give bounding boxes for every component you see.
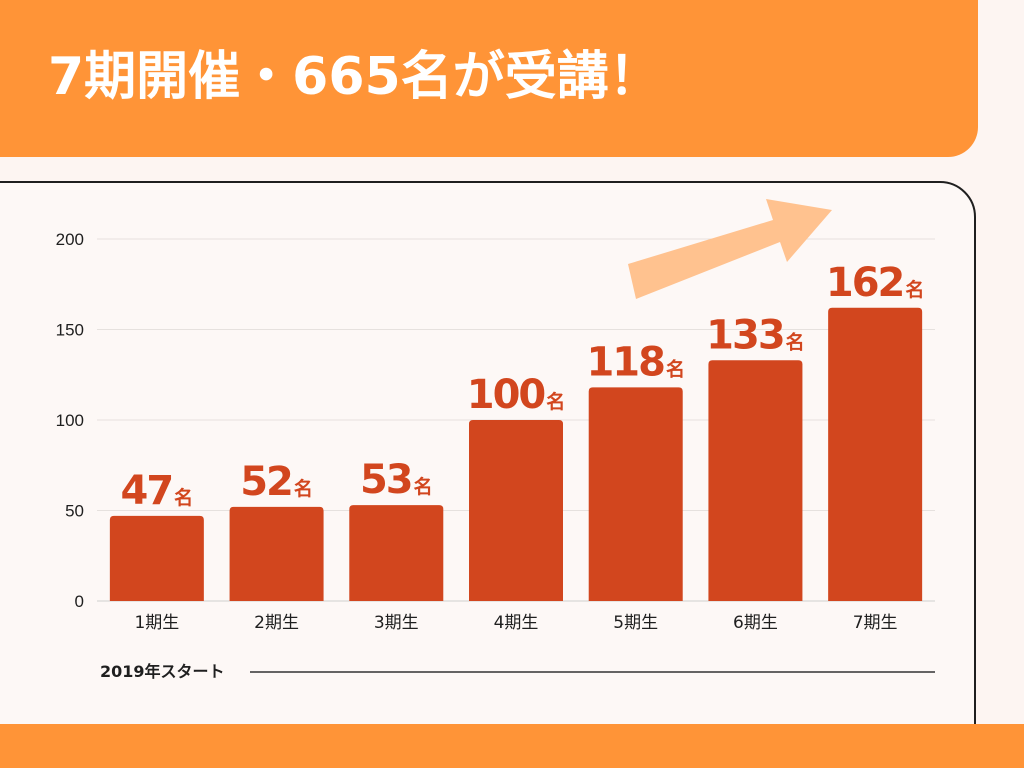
value-labels: 47 名 52 名 53 名 100 名 118 名 133 名 162 名 <box>121 260 925 514</box>
bar <box>229 506 324 601</box>
x-tick-label: 2期生 <box>254 613 299 633</box>
x-tick-label: 1期生 <box>134 613 179 633</box>
data-label: 118 名 <box>586 339 685 385</box>
header-banner: 7期開催・665名が受講！ <box>0 0 978 157</box>
trend-arrow-icon <box>628 199 832 299</box>
data-label: 52 名 <box>240 459 313 505</box>
bar <box>588 387 683 601</box>
bar <box>349 505 444 601</box>
x-tick-label: 4期生 <box>494 613 539 633</box>
bar <box>708 360 803 601</box>
page-title: 7期開催・665名が受講！ <box>48 47 661 107</box>
data-label: 162 名 <box>826 260 925 306</box>
x-tick-label: 6期生 <box>733 613 778 633</box>
y-tick-label: 150 <box>56 321 84 340</box>
y-tick-label: 200 <box>56 230 84 249</box>
data-label: 47 名 <box>121 468 194 514</box>
y-axis-ticks: 0 50 100 150 200 <box>56 230 84 611</box>
x-tick-label: 3期生 <box>374 613 419 633</box>
bars <box>109 307 923 601</box>
data-label: 133 名 <box>706 312 805 358</box>
data-label: 100 名 <box>467 372 566 418</box>
y-tick-label: 100 <box>56 411 84 430</box>
x-tick-label: 7期生 <box>853 613 898 633</box>
x-tick-label: 5期生 <box>613 613 658 633</box>
start-note: 2019年スタート <box>100 662 225 681</box>
bar <box>109 515 204 601</box>
bar <box>469 420 563 601</box>
data-label: 53 名 <box>360 457 433 503</box>
y-tick-label: 0 <box>75 592 84 611</box>
bar <box>828 307 923 601</box>
y-tick-label: 50 <box>65 502 84 521</box>
footer-bar <box>0 724 1024 768</box>
x-axis-labels: 1期生 2期生 3期生 4期生 5期生 6期生 7期生 <box>134 613 897 633</box>
